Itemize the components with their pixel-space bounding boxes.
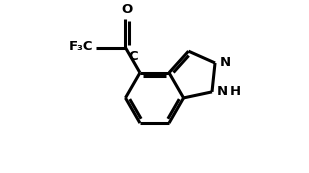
Text: O: O [121, 3, 132, 16]
Text: N: N [219, 56, 231, 70]
Text: F₃C: F₃C [69, 40, 93, 53]
Text: H: H [230, 85, 241, 98]
Text: C: C [128, 49, 138, 62]
Text: N: N [216, 85, 227, 98]
